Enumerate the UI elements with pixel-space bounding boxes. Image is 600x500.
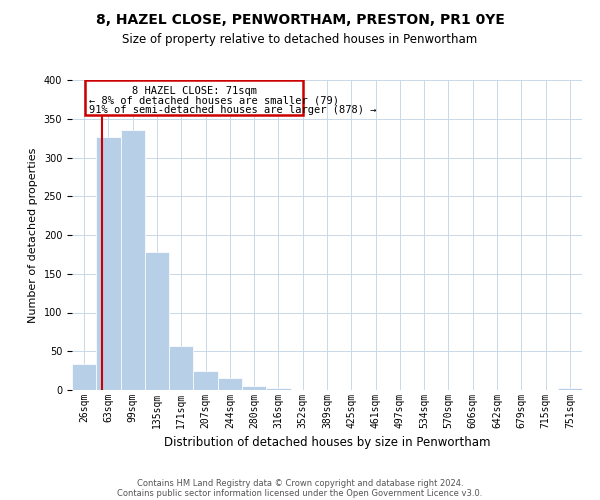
Bar bbox=[218, 378, 242, 390]
Y-axis label: Number of detached properties: Number of detached properties bbox=[28, 148, 38, 322]
Bar bbox=[558, 388, 582, 390]
Text: ← 8% of detached houses are smaller (79): ← 8% of detached houses are smaller (79) bbox=[89, 96, 339, 106]
Bar bbox=[145, 252, 169, 390]
Bar bbox=[121, 130, 145, 390]
Text: Contains HM Land Registry data © Crown copyright and database right 2024.: Contains HM Land Registry data © Crown c… bbox=[137, 478, 463, 488]
Bar bbox=[242, 386, 266, 390]
X-axis label: Distribution of detached houses by size in Penwortham: Distribution of detached houses by size … bbox=[164, 436, 490, 450]
Text: 91% of semi-detached houses are larger (878) →: 91% of semi-detached houses are larger (… bbox=[89, 105, 377, 115]
Text: Size of property relative to detached houses in Penwortham: Size of property relative to detached ho… bbox=[122, 32, 478, 46]
Text: Contains public sector information licensed under the Open Government Licence v3: Contains public sector information licen… bbox=[118, 488, 482, 498]
Bar bbox=[266, 388, 290, 390]
FancyBboxPatch shape bbox=[85, 80, 303, 115]
Bar bbox=[72, 364, 96, 390]
Text: 8 HAZEL CLOSE: 71sqm: 8 HAZEL CLOSE: 71sqm bbox=[131, 86, 257, 96]
Bar bbox=[96, 136, 121, 390]
Bar bbox=[193, 372, 218, 390]
Bar bbox=[169, 346, 193, 390]
Text: 8, HAZEL CLOSE, PENWORTHAM, PRESTON, PR1 0YE: 8, HAZEL CLOSE, PENWORTHAM, PRESTON, PR1… bbox=[95, 12, 505, 26]
